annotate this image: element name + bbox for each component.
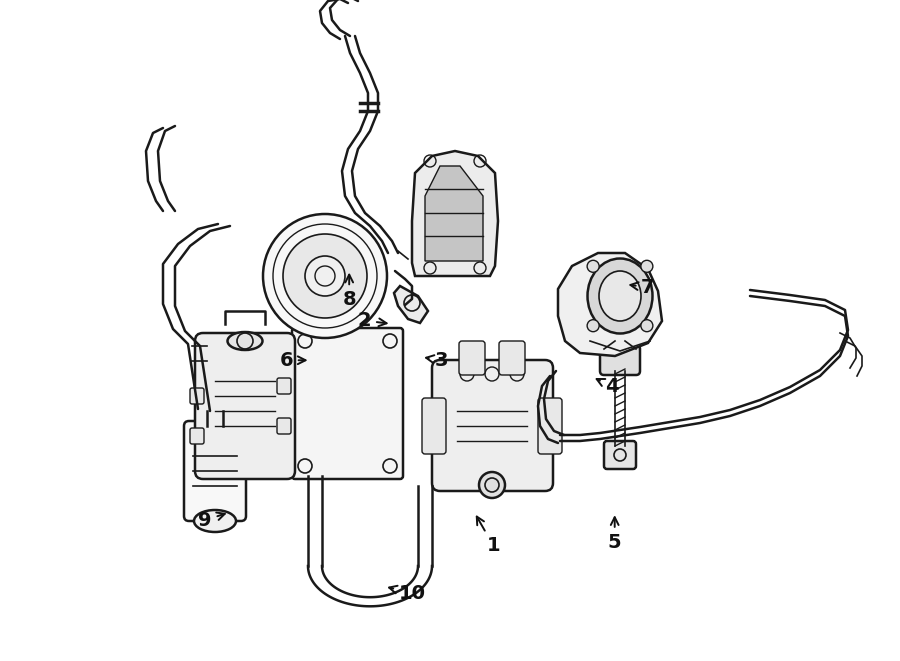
Polygon shape (425, 166, 483, 261)
Text: 8: 8 (342, 274, 356, 309)
Circle shape (263, 214, 387, 338)
Text: 7: 7 (630, 278, 655, 297)
Text: 6: 6 (279, 351, 305, 369)
Text: 1: 1 (477, 517, 500, 555)
Text: 9: 9 (199, 511, 225, 529)
FancyBboxPatch shape (604, 441, 636, 469)
Ellipse shape (588, 258, 652, 334)
FancyBboxPatch shape (600, 345, 640, 375)
FancyBboxPatch shape (432, 360, 553, 491)
Circle shape (587, 260, 599, 272)
Ellipse shape (194, 510, 236, 532)
Polygon shape (412, 151, 498, 276)
FancyBboxPatch shape (190, 388, 204, 404)
Text: 10: 10 (389, 584, 426, 603)
Ellipse shape (599, 271, 641, 321)
Circle shape (587, 320, 599, 332)
Circle shape (283, 234, 367, 318)
Circle shape (479, 472, 505, 498)
FancyBboxPatch shape (190, 428, 204, 444)
FancyBboxPatch shape (277, 378, 291, 394)
Text: 2: 2 (357, 311, 387, 330)
Polygon shape (558, 253, 662, 356)
Circle shape (305, 256, 345, 296)
Ellipse shape (228, 332, 263, 350)
Circle shape (641, 320, 652, 332)
FancyBboxPatch shape (499, 341, 525, 375)
FancyBboxPatch shape (422, 398, 446, 454)
Circle shape (641, 260, 652, 272)
Text: 5: 5 (608, 517, 622, 551)
FancyBboxPatch shape (195, 333, 295, 479)
FancyBboxPatch shape (184, 421, 246, 521)
FancyBboxPatch shape (277, 418, 291, 434)
FancyBboxPatch shape (538, 398, 562, 454)
Polygon shape (394, 286, 428, 323)
Text: 4: 4 (597, 377, 619, 396)
FancyBboxPatch shape (292, 328, 403, 479)
FancyBboxPatch shape (459, 341, 485, 375)
Text: 3: 3 (426, 351, 448, 369)
